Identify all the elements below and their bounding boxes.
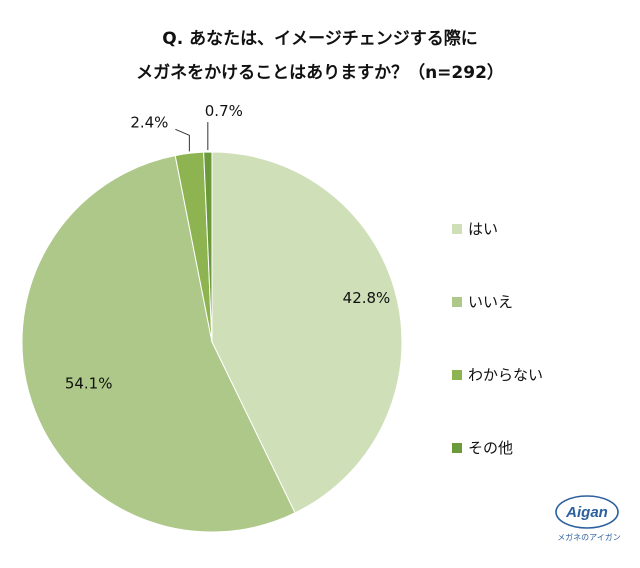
legend-label-2: いいえ [468, 293, 514, 311]
data-label-2: 54.1% [65, 375, 113, 393]
legend-item-1: はい [452, 218, 498, 239]
legend-item-3: わからない [452, 364, 543, 385]
legend-swatch-3 [452, 369, 462, 380]
pie-slice-2 [21, 155, 296, 533]
legend-item-4: その他 [452, 437, 513, 458]
logo-caption: メガネのアイガン [557, 533, 621, 542]
legend-label-1: はい [468, 220, 499, 238]
pie-slice-4 [203, 151, 213, 343]
data-label-3: 2.4% [130, 113, 168, 131]
svg-text:Aigan: Aigan [565, 504, 608, 521]
legend-label-4: その他 [468, 439, 514, 457]
legend-swatch-2 [452, 296, 462, 307]
data-label-4: 0.7% [205, 102, 243, 120]
leader-line-3 [175, 128, 190, 152]
legend-item-2: いいえ [452, 291, 513, 312]
data-label-1: 42.8% [343, 289, 391, 307]
legend-swatch-1 [452, 223, 462, 234]
pie-slice-1 [211, 151, 403, 514]
legend-label-3: わからない [468, 366, 544, 384]
aigan-logo: Aigan [555, 495, 619, 529]
chart-title-line-2: メガネをかけることはありますか？（n=292） [136, 63, 504, 83]
legend-swatch-4 [452, 442, 462, 453]
chart-title-line-1: Q. あなたは、イメージチェンジする際に [162, 29, 478, 49]
